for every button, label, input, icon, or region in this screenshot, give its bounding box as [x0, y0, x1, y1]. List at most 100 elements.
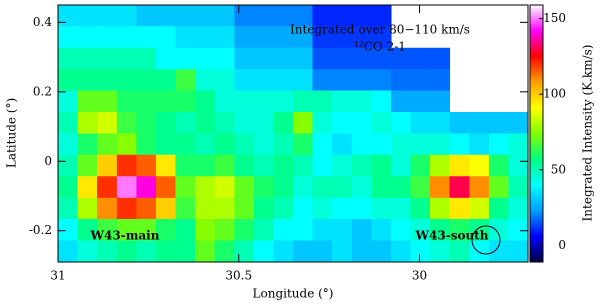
heatmap-cell	[234, 5, 255, 27]
heatmap-cell	[469, 240, 490, 263]
heatmap-cell	[508, 240, 529, 263]
heatmap-cell	[136, 5, 157, 27]
heatmap-cell	[449, 176, 470, 199]
heatmap-cell	[292, 47, 314, 70]
heatmap-cell	[469, 154, 490, 177]
heatmap-cell	[253, 133, 275, 156]
heatmap-cell	[116, 5, 137, 27]
heatmap-cell	[97, 5, 118, 27]
heatmap-cell	[155, 133, 177, 156]
heatmap-cell	[273, 5, 294, 27]
heatmap-cell	[194, 5, 216, 27]
colorbar-tick-label: 0	[558, 238, 566, 252]
heatmap-cell	[77, 112, 98, 134]
heatmap-cell	[253, 197, 275, 220]
heatmap-cell	[410, 176, 431, 199]
heatmap-cell	[214, 112, 235, 134]
heatmap-cell	[488, 218, 510, 241]
heatmap-cell	[508, 154, 529, 177]
annotation: W43-south	[415, 229, 489, 243]
heatmap-cell	[410, 218, 431, 241]
heatmap-cell	[332, 154, 353, 177]
heatmap-cell	[449, 112, 470, 134]
heatmap-cell	[351, 26, 372, 49]
heatmap-cell	[175, 47, 196, 70]
heatmap-cell	[116, 240, 137, 263]
heatmap-cell	[214, 218, 235, 241]
heatmap-cell	[194, 176, 216, 199]
heatmap-cell	[214, 154, 235, 177]
heatmap-cell	[429, 154, 451, 177]
heatmap-cell	[390, 90, 412, 113]
heatmap-cell	[371, 133, 392, 156]
heatmap-cell	[234, 47, 255, 70]
heatmap-cell	[312, 154, 333, 177]
y-tick-label: 0.4	[33, 15, 52, 29]
heatmap-cell	[97, 69, 118, 92]
heatmap-cell	[234, 69, 255, 92]
heatmap-cell	[136, 176, 157, 199]
heatmap-cell	[194, 218, 216, 241]
heatmap-cell	[390, 240, 412, 263]
heatmap-cell	[194, 240, 216, 263]
heatmap-cell	[390, 218, 412, 241]
heatmap-cell	[155, 26, 177, 49]
x-tick-label: 30.5	[225, 269, 252, 283]
heatmap-cell	[136, 133, 157, 156]
heatmap-cell	[332, 240, 353, 263]
heatmap-cell	[97, 154, 118, 177]
heatmap-cell	[155, 240, 177, 263]
heatmap-cell	[469, 197, 490, 220]
heatmap-cell	[292, 5, 314, 27]
y-tick-label: -0.2	[29, 223, 52, 237]
heatmap-cell	[194, 154, 216, 177]
heatmap-cell	[390, 47, 412, 70]
heatmap-cell	[194, 90, 216, 113]
heatmap-cell	[175, 133, 196, 156]
heatmap-cell	[57, 197, 79, 220]
heatmap-cell	[410, 112, 431, 134]
x-tick-label: 30	[412, 269, 427, 283]
heatmap-cell	[194, 69, 216, 92]
heatmap-cell	[273, 154, 294, 177]
heatmap-cell	[449, 133, 470, 156]
heatmap-cell	[57, 5, 79, 27]
heatmap-cell	[410, 154, 431, 177]
beam	[471, 225, 501, 255]
heatmap-cell	[292, 218, 314, 241]
heatmap-cell	[175, 218, 196, 241]
heatmap-cell	[97, 197, 118, 220]
heatmap-cell	[77, 133, 98, 156]
heatmap-cell	[488, 176, 510, 199]
annotation: W43-main	[90, 229, 160, 243]
heatmap-cell	[136, 47, 157, 70]
heatmap-cell	[332, 218, 353, 241]
y-tick-label: 0	[44, 154, 52, 168]
heatmap-cell	[488, 133, 510, 156]
heatmap-cell	[194, 26, 216, 49]
heatmap-cell	[57, 218, 79, 241]
heatmap-cell	[77, 5, 98, 27]
heatmap-cell	[312, 176, 333, 199]
heatmap-cell	[234, 112, 255, 134]
heatmap-cell	[253, 26, 275, 49]
heatmap-cell	[449, 240, 470, 263]
heatmap-cell	[273, 47, 294, 70]
heatmap-cell	[273, 176, 294, 199]
heatmap-cell	[234, 90, 255, 113]
heatmap-cell	[312, 218, 333, 241]
heatmap-cell	[214, 240, 235, 263]
heatmap-cell	[292, 90, 314, 113]
heatmap-cell	[155, 69, 177, 92]
heatmap-cell	[351, 90, 372, 113]
heatmap-cell	[410, 133, 431, 156]
heatmap-cell	[371, 154, 392, 177]
heatmap-cell	[351, 197, 372, 220]
heatmap-cell	[429, 218, 451, 241]
heatmap-cell	[292, 133, 314, 156]
heatmap-cell	[97, 112, 118, 134]
heatmap-cell	[57, 240, 79, 263]
heatmap-cell	[469, 112, 490, 134]
heatmap-cell	[390, 133, 412, 156]
heatmap-cell	[351, 133, 372, 156]
